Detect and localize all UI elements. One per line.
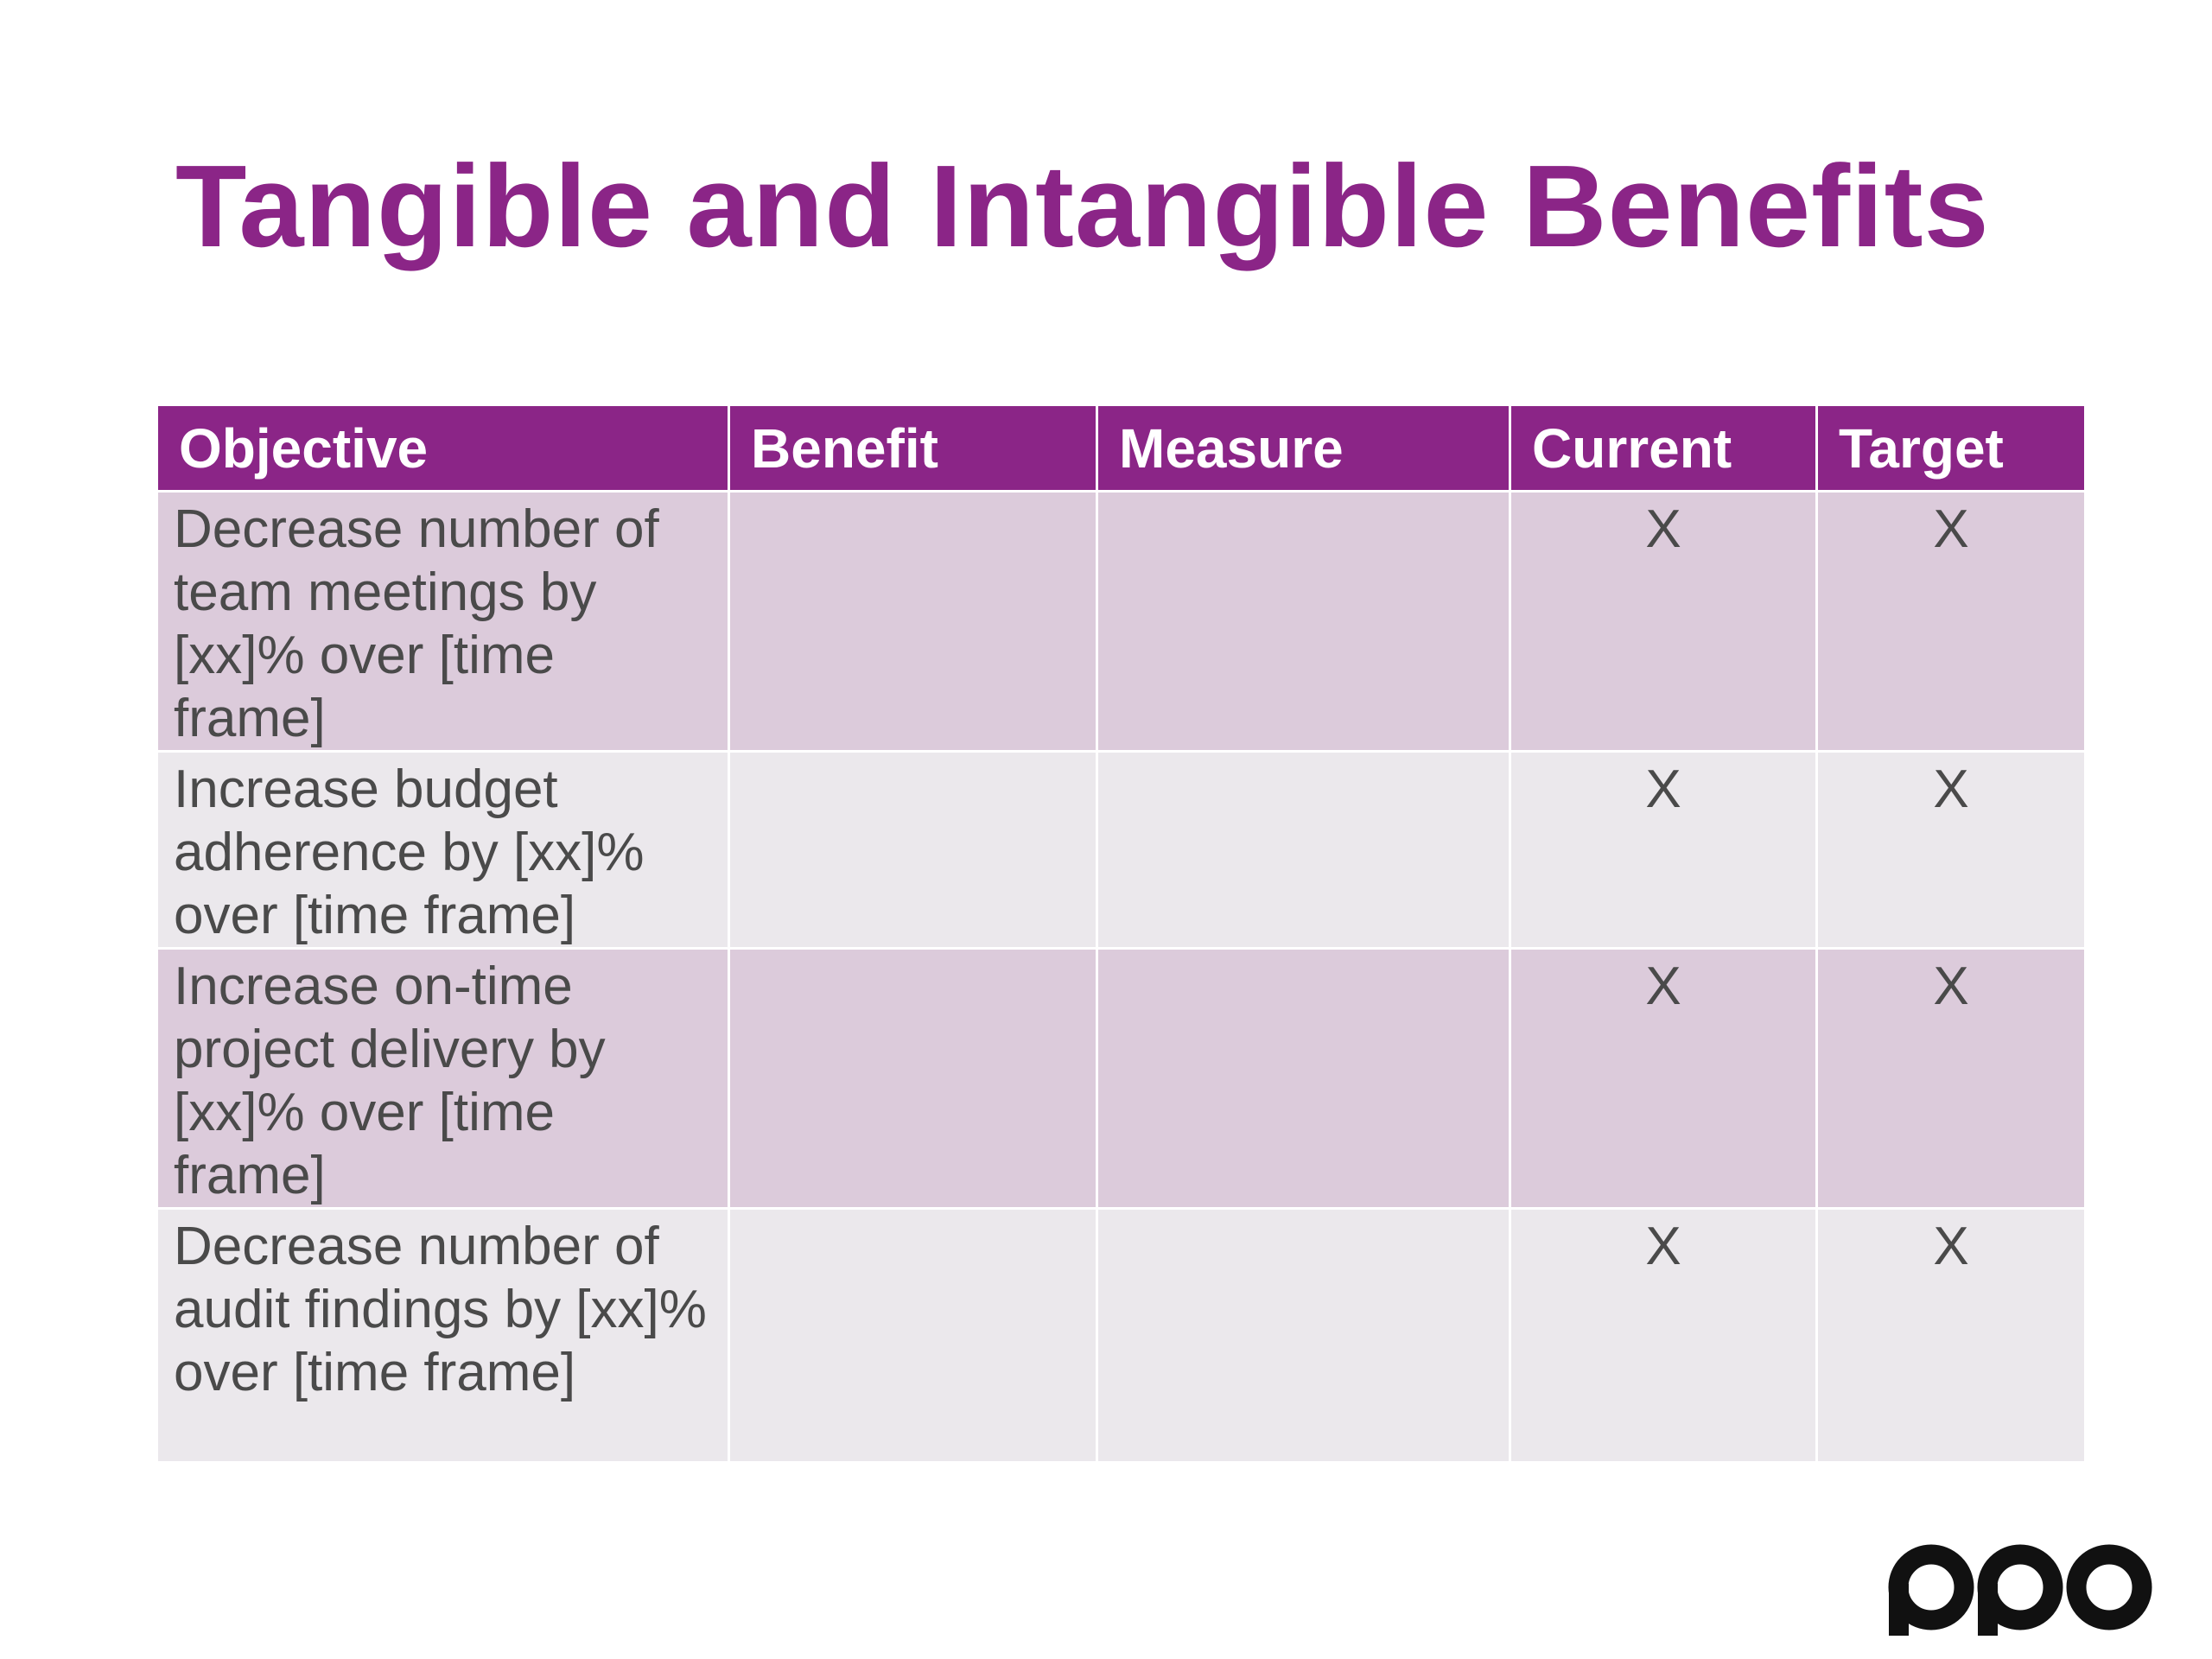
ppo-logo <box>1886 1542 2154 1637</box>
current-cell: X <box>1509 750 1818 950</box>
slide-title: Tangible and Intangible Benefits <box>175 141 1990 271</box>
benefit-cell <box>728 750 1098 950</box>
header-objective: Objective <box>156 404 730 493</box>
current-cell: X <box>1509 490 1818 753</box>
current-cell: X <box>1509 947 1818 1210</box>
table-header-row: Objective Benefit Measure Current Target <box>156 404 2087 493</box>
measure-cell <box>1096 947 1511 1210</box>
header-current: Current <box>1509 404 1818 493</box>
table-row: Decrease number of audit findings by [xx… <box>156 1207 2087 1464</box>
measure-cell <box>1096 1207 1511 1464</box>
benefit-cell <box>728 947 1098 1210</box>
header-target: Target <box>1815 404 2087 493</box>
measure-cell <box>1096 750 1511 950</box>
table-row: Increase on-time project delivery by [xx… <box>156 947 2087 1210</box>
target-cell: X <box>1815 490 2087 753</box>
benefit-cell <box>728 490 1098 753</box>
benefit-cell <box>728 1207 1098 1464</box>
current-cell: X <box>1509 1207 1818 1464</box>
objective-cell: Decrease number of audit findings by [xx… <box>156 1207 730 1464</box>
table-row: Decrease number of team meetings by [xx]… <box>156 490 2087 753</box>
header-benefit: Benefit <box>728 404 1098 493</box>
header-measure: Measure <box>1096 404 1511 493</box>
target-cell: X <box>1815 1207 2087 1464</box>
table-row: Increase budget adherence by [xx]% over … <box>156 750 2087 950</box>
ppo-logo-mark <box>1888 1544 2152 1636</box>
measure-cell <box>1096 490 1511 753</box>
target-cell: X <box>1815 947 2087 1210</box>
objective-cell: Increase budget adherence by [xx]% over … <box>156 750 730 950</box>
objective-cell: Decrease number of team meetings by [xx]… <box>156 490 730 753</box>
benefits-table: Objective Benefit Measure Current Target… <box>156 404 2087 1464</box>
objective-cell: Increase on-time project delivery by [xx… <box>156 947 730 1210</box>
target-cell: X <box>1815 750 2087 950</box>
